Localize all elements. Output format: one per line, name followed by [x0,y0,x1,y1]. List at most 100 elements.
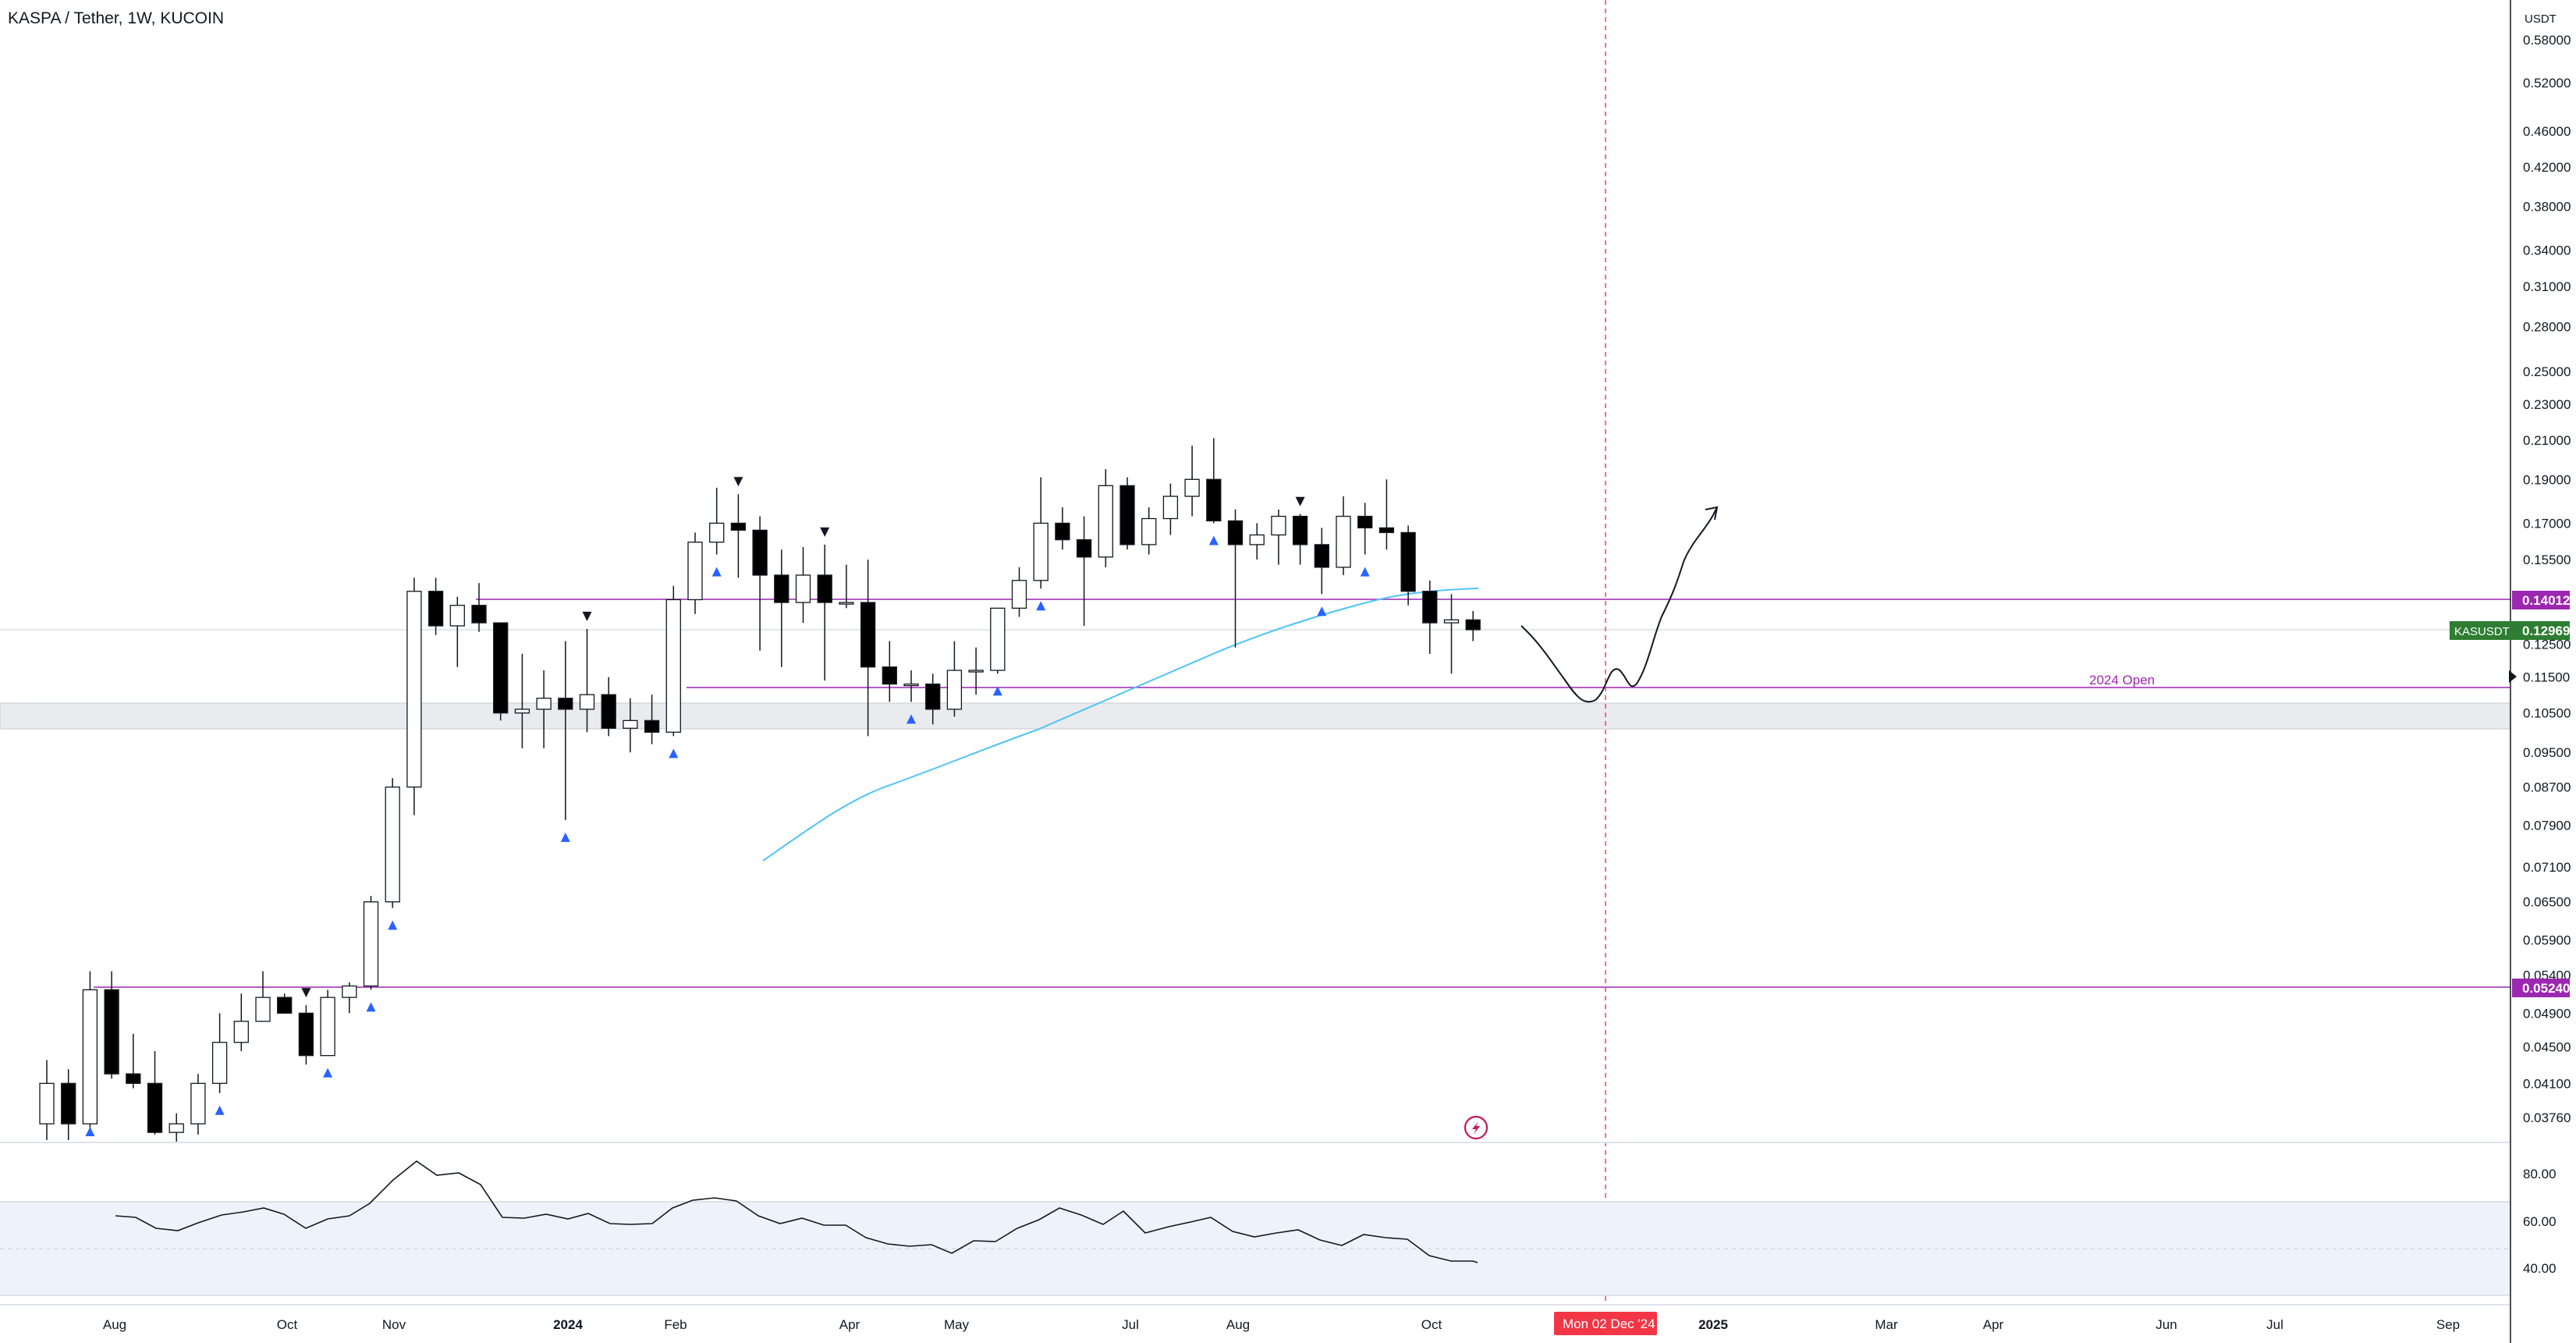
candle-bullish[interactable] [385,786,400,903]
buy-signal-arrow [907,714,916,724]
candle-bearish[interactable] [471,605,487,624]
candle-bullish[interactable] [839,602,854,605]
candle-bullish[interactable] [795,574,811,603]
candle-bearish[interactable] [147,1082,163,1133]
candle-bullish[interactable] [1141,517,1157,545]
price-tick-label: 0.07900 [2523,818,2571,833]
candle-bullish[interactable] [255,997,271,1022]
candle-bullish[interactable] [946,670,963,710]
candle-bullish[interactable] [39,1082,55,1124]
candle-bearish[interactable] [61,1082,76,1124]
time-axis[interactable]: Aug Oct Nov 2024 Feb Apr May Jul Aug Oct 2025 Mar Ap… [103,1317,2460,1332]
candle-bullish[interactable] [82,989,98,1124]
candle-bullish[interactable] [665,599,681,733]
candle-bearish[interactable] [1227,520,1244,545]
candle-bearish[interactable] [1119,485,1135,545]
candle-bullish[interactable] [514,709,530,714]
candle-bullish[interactable] [1033,522,1048,581]
candle-bullish[interactable] [709,522,725,543]
candle-bullish[interactable] [190,1082,206,1124]
projection-arrowhead [1705,506,1719,521]
price-tick-label: 0.23000 [2523,397,2571,412]
candle-bullish[interactable] [363,901,379,987]
candlestick-series[interactable] [39,438,1481,1142]
time-tick-label: Apr [839,1317,860,1332]
buy-signal-arrow [323,1068,333,1078]
candle-bearish[interactable] [1357,515,1373,529]
time-tick-label: Sep [2436,1317,2460,1332]
time-tick-label: 2024 [553,1317,583,1332]
price-tick-label: 0.17000 [2523,516,2571,531]
candle-bearish[interactable] [1055,522,1070,541]
sell-signal-arrow [733,477,743,487]
price-tick-label: 0.31000 [2523,279,2571,294]
candle-bullish[interactable] [233,1021,249,1043]
candle-bearish[interactable] [493,622,509,714]
candle-bearish[interactable] [752,529,768,576]
candle-bullish[interactable] [623,719,638,729]
candle-bullish[interactable] [903,683,919,687]
candle-bullish[interactable] [1184,478,1200,497]
candle-bearish[interactable] [1400,531,1416,592]
time-tick-label: Jul [2266,1317,2283,1332]
candle-bearish[interactable] [1465,619,1481,631]
time-tick-label: Jul [1122,1317,1139,1332]
candle-bullish[interactable] [968,670,984,673]
candle-bullish[interactable] [320,997,335,1057]
candle-bearish[interactable] [1076,539,1092,558]
time-tick-label: May [944,1317,970,1332]
candle-bullish[interactable] [169,1123,184,1133]
candle-bullish[interactable] [536,698,552,710]
candle-bullish[interactable] [990,607,1006,671]
candle-bearish[interactable] [298,1012,314,1057]
support-zone[interactable] [0,702,2511,730]
candle-bullish[interactable] [1249,534,1265,545]
candle-bullish[interactable] [1162,496,1179,520]
lightning-icon[interactable] [1464,1115,1488,1140]
rsi-axis[interactable]: 80.00 60.00 40.00 [2523,1167,2556,1276]
candle-bearish[interactable] [601,694,616,729]
candle-bearish[interactable] [1378,527,1395,534]
candle-bearish[interactable] [730,522,747,531]
rsi-line[interactable] [115,1160,1478,1263]
candle-bullish[interactable] [1011,580,1027,609]
candle-bearish[interactable] [277,997,293,1014]
time-tick-label: Aug [1226,1317,1250,1332]
candle-bearish[interactable] [644,719,660,733]
candle-bullish[interactable] [406,591,422,788]
candle-bearish[interactable] [1292,515,1308,545]
candle-bearish[interactable] [882,666,897,685]
candle-bearish[interactable] [1314,544,1329,568]
candle-bullish[interactable] [1098,485,1113,558]
candle-bullish[interactable] [579,694,595,710]
candle-bullish[interactable] [1443,619,1460,624]
candle-bearish[interactable] [817,574,832,603]
candle-bullish[interactable] [211,1042,228,1084]
candle-bullish[interactable] [1271,515,1286,536]
last-price-label: KASUSDT 0.12969 [2450,621,2570,640]
time-tick-label: Apr [1983,1317,2004,1332]
candle-bearish[interactable] [428,591,444,627]
candle-bearish[interactable] [774,574,789,603]
buy-signal-arrow [992,686,1002,696]
candle-bearish[interactable] [558,698,573,710]
moving-average-line[interactable] [762,588,1479,862]
candle-bullish[interactable] [1336,515,1351,568]
candle-bullish[interactable] [342,985,357,998]
price-tick-label: 0.10500 [2523,706,2571,721]
candle-bearish[interactable] [1422,591,1438,624]
sell-signal-arrow [820,527,830,537]
price-axis[interactable]: USDT 0.58000 0.52000 0.46000 0.42000 0.38000… [2523,12,2571,1125]
cursor-marker-icon [2509,670,2517,683]
candle-bullish[interactable] [449,605,465,627]
candle-bullish[interactable] [687,542,703,601]
candle-bearish[interactable] [1206,478,1222,522]
projection-drawing[interactable] [1520,508,1717,703]
candle-bearish[interactable] [925,683,941,710]
price-tick-label: 0.04500 [2523,1039,2571,1054]
time-tick-label: Oct [277,1317,298,1332]
candle-bearish[interactable] [104,989,119,1075]
candle-bearish[interactable] [126,1073,141,1084]
candle-bearish[interactable] [860,602,876,668]
